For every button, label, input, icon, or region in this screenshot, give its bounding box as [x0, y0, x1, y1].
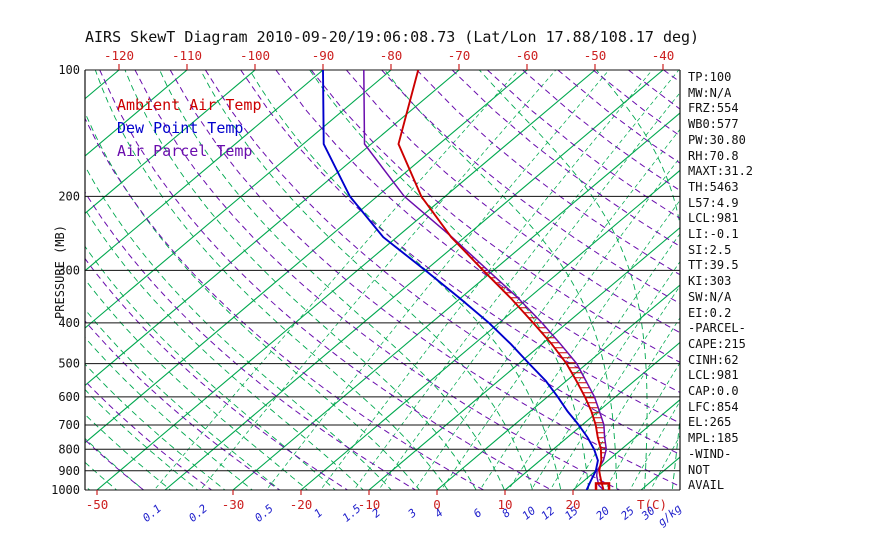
stat-line: SI:2.5 — [688, 242, 732, 257]
legend-item-air-parcel-temp: Air Parcel Temp — [117, 142, 253, 160]
svg-text:3: 3 — [405, 506, 419, 521]
svg-text:-50: -50 — [584, 48, 607, 63]
stat-line: EI:0.2 — [688, 305, 732, 320]
stat-line: SW:N/A — [688, 289, 732, 304]
svg-text:-100: -100 — [240, 48, 270, 63]
plot-frame — [84, 70, 681, 490]
svg-text:20: 20 — [594, 504, 613, 523]
svg-text:-70: -70 — [448, 48, 471, 63]
surface-marker — [594, 482, 611, 490]
svg-text:-120: -120 — [104, 48, 134, 63]
legend-item-dew-point-temp: Dew Point Temp — [117, 119, 244, 137]
svg-text:-50: -50 — [86, 497, 109, 512]
stat-line: FRZ:554 — [688, 101, 739, 116]
svg-text:1: 1 — [312, 506, 325, 520]
svg-text:300: 300 — [58, 263, 80, 277]
sounding-overlay — [322, 70, 611, 490]
svg-text:-110: -110 — [172, 48, 202, 63]
stat-line: LCL:981 — [688, 368, 739, 383]
svg-text:-80: -80 — [380, 48, 403, 63]
svg-text:-30: -30 — [222, 497, 245, 512]
svg-text:0: 0 — [433, 497, 441, 512]
ambient-temp-curve — [397, 70, 605, 490]
svg-text:-40: -40 — [652, 48, 675, 63]
svg-text:25: 25 — [618, 504, 637, 522]
stat-line: EL:265 — [688, 415, 732, 430]
svg-text:4: 4 — [432, 506, 445, 520]
top-temp-ticks: -120 -110 -100 -90 -80 -70 -60 -50 -40 — [104, 48, 674, 70]
stat-line: RH:70.8 — [688, 148, 739, 163]
svg-text:-60: -60 — [516, 48, 539, 63]
stat-line: -PARCEL- — [688, 321, 746, 336]
stat-line: TH:5463 — [688, 179, 739, 194]
svg-text:900: 900 — [58, 464, 80, 478]
svg-text:6: 6 — [471, 506, 485, 520]
stat-line: L57:4.9 — [688, 195, 739, 210]
svg-text:-10: -10 — [358, 497, 381, 512]
pressure-gridlines — [85, 69, 680, 491]
svg-text:10: 10 — [497, 497, 512, 512]
svg-text:200: 200 — [58, 189, 80, 203]
stat-line: KI:303 — [688, 274, 732, 289]
svg-text:400: 400 — [58, 316, 80, 330]
stat-line: LI:-0.1 — [688, 227, 739, 242]
temp-unit-label: T(C) — [637, 497, 667, 512]
stat-line: CAPE:215 — [688, 336, 746, 351]
svg-text:1000: 1000 — [51, 483, 80, 497]
stat-line: MAXT:31.2 — [688, 164, 754, 179]
stat-line: CINH:62 — [688, 352, 739, 367]
svg-text:600: 600 — [58, 390, 80, 404]
svg-text:-20: -20 — [290, 497, 313, 512]
svg-text:100: 100 — [58, 63, 80, 77]
svg-text:-90: -90 — [312, 48, 335, 63]
stat-line: TP:100 — [688, 70, 732, 84]
pressure-axis-label: PRESSURE (MB) — [53, 225, 67, 319]
svg-text:10: 10 — [520, 504, 539, 523]
mixing-ratio-lines — [153, 70, 680, 490]
svg-text:700: 700 — [58, 418, 80, 432]
legend: Ambient Air Temp Dew Point Temp Air Parcel… — [117, 94, 262, 163]
svg-text:0.1: 0.1 — [140, 502, 164, 525]
svg-text:12: 12 — [539, 504, 558, 523]
stat-line: WB0:577 — [688, 117, 739, 132]
svg-text:20: 20 — [565, 497, 580, 512]
stat-line: AVAIL — [688, 478, 725, 493]
legend-item-ambient-air-temp: Ambient Air Temp — [117, 96, 262, 114]
stat-line: TT:39.5 — [688, 258, 739, 273]
stat-line: NOT — [688, 462, 710, 477]
stat-line: MPL:185 — [688, 431, 739, 446]
svg-text:0.5: 0.5 — [252, 502, 276, 525]
chart-title: AIRS SkewT Diagram 2010-09-20/19:06:08.7… — [85, 28, 700, 46]
stat-line: CAP:0.0 — [688, 384, 739, 399]
stat-line: -WIND- — [688, 446, 732, 461]
background-lines — [85, 70, 680, 490]
pressure-tick-labels: 100 200 300 400 500 600 700 800 900 1000 — [51, 63, 80, 497]
stat-line: LCL:981 — [688, 211, 739, 226]
stat-line: PW:30.80 — [688, 132, 746, 147]
stat-line: MW:N/A — [688, 85, 732, 100]
stats-panel: TP:100 MW:N/A FRZ:554 WB0:577 PW:30.80 RH:70.… — [688, 70, 863, 494]
svg-text:800: 800 — [58, 442, 80, 456]
svg-text:0.2: 0.2 — [186, 502, 210, 525]
svg-text:500: 500 — [58, 357, 80, 371]
stat-line: LFC:854 — [688, 399, 739, 414]
dry-adiabats — [85, 70, 680, 490]
parcel-temp-curve — [363, 70, 608, 490]
dewpoint-curve — [322, 70, 599, 490]
bottom-temp-ticks: -50 -30 -20 -10 0 10 20 T(C) — [86, 490, 667, 512]
